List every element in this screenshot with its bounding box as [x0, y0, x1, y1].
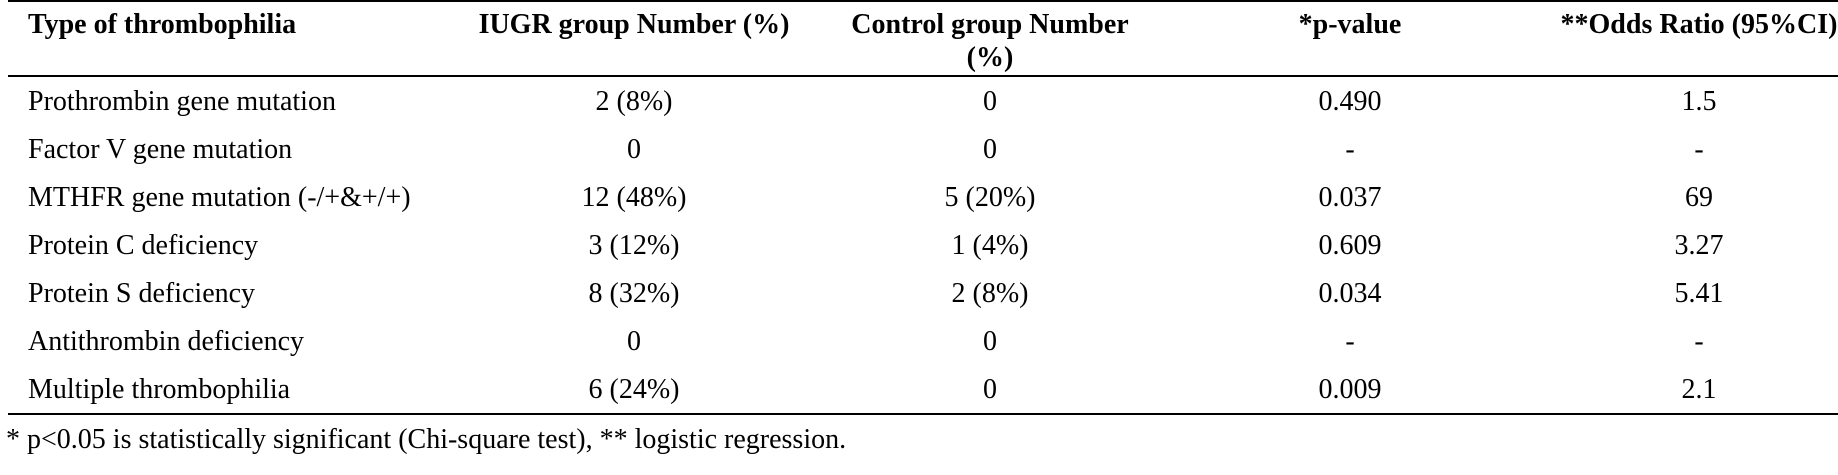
table-body: Prothrombin gene mutation 2 (8%) 0 0.490…	[8, 76, 1838, 414]
cell-iugr: 6 (24%)	[588, 373, 680, 405]
cell-iugr: 2 (8%)	[595, 85, 673, 117]
cell-type: MTHFR gene mutation (-/+&+/+)	[28, 181, 411, 213]
cell-pvalue: -	[1345, 325, 1355, 357]
cell-type: Factor V gene mutation	[28, 133, 293, 165]
table-row: Protein C deficiency 3 (12%) 1 (4%) 0.60…	[8, 221, 1838, 269]
table-row: Factor V gene mutation 0 0 - -	[8, 125, 1838, 173]
thrombophilia-table: Type of thrombophilia IUGR group Number …	[8, 0, 1838, 415]
header-odds-ratio: **Odds Ratio (95%CI)	[1560, 9, 1838, 40]
cell-control: 1 (4%)	[951, 229, 1029, 261]
table-row: MTHFR gene mutation (-/+&+/+) 12 (48%) 5…	[8, 173, 1838, 221]
cell-type: Antithrombin deficiency	[28, 325, 305, 357]
header-pvalue: *p-value	[1298, 9, 1402, 40]
cell-pvalue: 0.490	[1318, 85, 1382, 117]
table-footnote: * p<0.05 is statistically significant (C…	[6, 424, 847, 455]
table-row: Multiple thrombophilia 6 (24%) 0 0.009 2…	[8, 365, 1838, 414]
cell-pvalue: 0.037	[1318, 181, 1382, 213]
table-header: Type of thrombophilia IUGR group Number …	[8, 1, 1838, 76]
cell-iugr: 0	[627, 133, 641, 165]
cell-control: 5 (20%)	[944, 181, 1036, 213]
cell-pvalue: 0.009	[1318, 373, 1382, 405]
cell-odds-ratio: 3.27	[1674, 229, 1724, 261]
cell-control: 0	[983, 325, 997, 357]
cell-iugr: 8 (32%)	[588, 277, 680, 309]
cell-pvalue: 0.034	[1318, 277, 1382, 309]
header-iugr: IUGR group Number (%)	[478, 9, 790, 40]
cell-iugr: 0	[627, 325, 641, 357]
cell-iugr: 12 (48%)	[581, 181, 687, 213]
cell-pvalue: -	[1345, 133, 1355, 165]
header-type: Type of thrombophilia	[28, 9, 297, 40]
cell-type: Multiple thrombophilia	[28, 373, 291, 405]
cell-control: 0	[983, 373, 997, 405]
header-control: Control group Number (%)	[851, 9, 1129, 73]
cell-odds-ratio: 69	[1685, 181, 1713, 213]
cell-iugr: 3 (12%)	[588, 229, 680, 261]
cell-control: 2 (8%)	[951, 277, 1029, 309]
cell-odds-ratio: -	[1694, 325, 1704, 357]
cell-control: 0	[983, 85, 997, 117]
cell-type: Protein C deficiency	[28, 229, 259, 261]
table-row: Antithrombin deficiency 0 0 - -	[8, 317, 1838, 365]
cell-type: Prothrombin gene mutation	[28, 85, 336, 117]
table-row: Prothrombin gene mutation 2 (8%) 0 0.490…	[8, 76, 1838, 125]
results-table-container: Type of thrombophilia IUGR group Number …	[8, 0, 1838, 415]
cell-odds-ratio: 5.41	[1674, 277, 1724, 309]
cell-odds-ratio: 1.5	[1681, 85, 1717, 117]
header-row: Type of thrombophilia IUGR group Number …	[8, 1, 1838, 76]
table-row: Protein S deficiency 8 (32%) 2 (8%) 0.03…	[8, 269, 1838, 317]
cell-control: 0	[983, 133, 997, 165]
cell-odds-ratio: 2.1	[1681, 373, 1717, 405]
cell-type: Protein S deficiency	[28, 277, 256, 309]
cell-pvalue: 0.609	[1318, 229, 1382, 261]
cell-odds-ratio: -	[1694, 133, 1704, 165]
